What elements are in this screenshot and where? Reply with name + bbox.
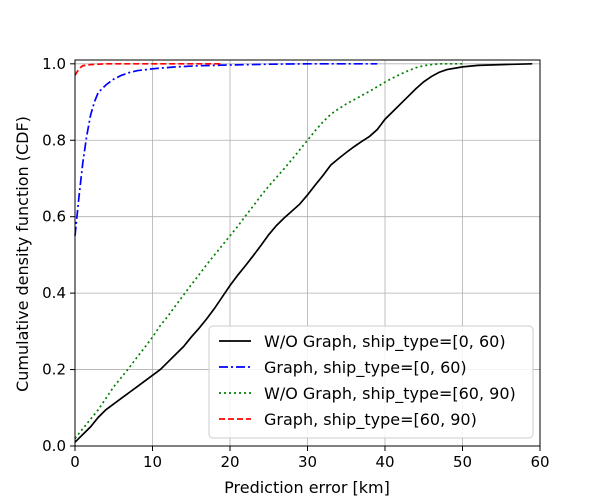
- y-axis-label: Cumulative density function (CDF): [13, 116, 32, 392]
- y-tick-label: 0.2: [42, 361, 66, 379]
- x-axis-label: Prediction error [km]: [224, 478, 390, 497]
- y-tick-label: 0.4: [42, 284, 66, 302]
- series-line-4: [74, 62, 223, 76]
- series-line-2: [74, 62, 378, 236]
- y-tick-label: 0.6: [42, 208, 66, 226]
- x-tick-label: 60: [530, 453, 549, 471]
- y-tick-label: 1.0: [42, 55, 66, 73]
- series-lines: [74, 62, 533, 443]
- legend-label: Graph, ship_type=[60, 90): [264, 410, 477, 430]
- legend: W/O Graph, ship_type=[0, 60) Graph, ship_…: [208, 325, 534, 439]
- x-tick-label: 30: [298, 453, 317, 471]
- x-tick-label: 50: [453, 453, 472, 471]
- y-tick-label: 0.0: [42, 437, 66, 455]
- y-tick-label: 0.8: [42, 131, 66, 149]
- x-tick-label: 10: [143, 453, 162, 471]
- x-tick-label: 0: [70, 453, 80, 471]
- x-tick-label: 40: [375, 453, 394, 471]
- axis-ticks: 0 10 20 30 40 50 60 0.0 0.2 0.4 0.6 0.8 1.0: [42, 55, 549, 471]
- legend-label: Graph, ship_type=[0, 60): [264, 358, 467, 378]
- series-line-1: [74, 62, 533, 443]
- series-line-3: [74, 62, 463, 439]
- legend-box: [208, 325, 534, 439]
- legend-label: W/O Graph, ship_type=[60, 90): [264, 384, 516, 404]
- legend-label: W/O Graph, ship_type=[0, 60): [264, 332, 506, 352]
- x-tick-label: 20: [220, 453, 239, 471]
